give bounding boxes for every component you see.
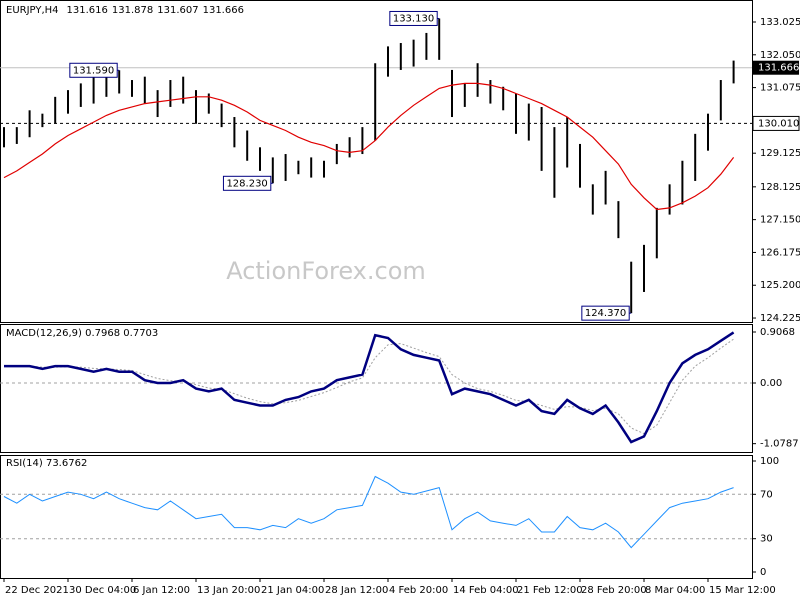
indicator-line [3,475,734,549]
watermark: ActionForex.com [226,257,426,285]
y-tick-label: 30 [760,534,773,545]
x-tick-label: 13 Jan 20:00 [197,585,260,596]
x-tick-label: 21 Jan 04:00 [261,585,324,596]
x-tick-label: 28 Feb 20:00 [581,585,647,596]
y-tick-label: 0.00 [760,378,782,389]
y-tick-label: 131.075 [760,83,800,94]
y-tick-label: 133.025 [760,17,800,28]
symbol: EURJPY,H4 [6,5,59,16]
ohlc-value: 131.666 [203,5,244,16]
last-price-label: 131.666 [758,63,799,74]
price-panel [0,0,753,323]
y-tick-label: 127.150 [760,215,800,226]
macd-panel [0,324,753,453]
moving-average [3,82,735,211]
ohlc-value: 131.607 [157,5,198,16]
macd-title: MACD(12,26,9) 0.7968 0.7703 [6,328,158,339]
y-tick-label: 128.125 [760,182,800,193]
indicator-line [4,331,735,444]
signal-line [4,338,734,435]
x-tick-label: 8 Mar 04:00 [645,585,705,596]
x-tick-label: 22 Dec 2021 [5,585,69,596]
x-tick-label: 6 Jan 12:00 [133,585,190,596]
y-tick-label: 100 [760,456,779,467]
y-tick-label: -1.0787 [760,439,799,450]
level-box [752,115,800,131]
y-tick-label: 70 [760,489,773,500]
x-tick-label: 15 Mar 12:00 [709,585,776,596]
y-tick-label: 124.225 [760,313,800,324]
ohlc-value: 131.878 [112,5,153,16]
level-label: 130.010 [758,118,799,129]
x-tick-label: 28 Jan 12:00 [325,585,388,596]
ohlc-value: 131.616 [67,5,108,16]
y-tick-label: 132.050 [760,50,800,61]
annotation-label: 133.130 [393,13,434,24]
x-tick-label: 30 Dec 04:00 [69,585,136,596]
annotation-label: 124.370 [585,308,626,319]
rsi-title: RSI(14) 73.6762 [6,458,87,469]
x-tick-label: 4 Feb 20:00 [389,585,448,596]
rsi-panel [0,455,753,579]
y-tick-label: 0.9068 [760,327,795,338]
y-tick-label: 126.175 [760,247,800,258]
last-price-box [753,60,799,75]
y-tick-label: 129.125 [760,148,800,159]
x-tick-label: 14 Feb 04:00 [453,585,519,596]
annotation-label: 131.590 [73,65,114,76]
y-tick-label: 125.200 [760,280,800,291]
x-tick-label: 21 Feb 12:00 [517,585,583,596]
annotation-label: 128.230 [226,178,267,189]
y-tick-label: 0 [760,567,766,578]
